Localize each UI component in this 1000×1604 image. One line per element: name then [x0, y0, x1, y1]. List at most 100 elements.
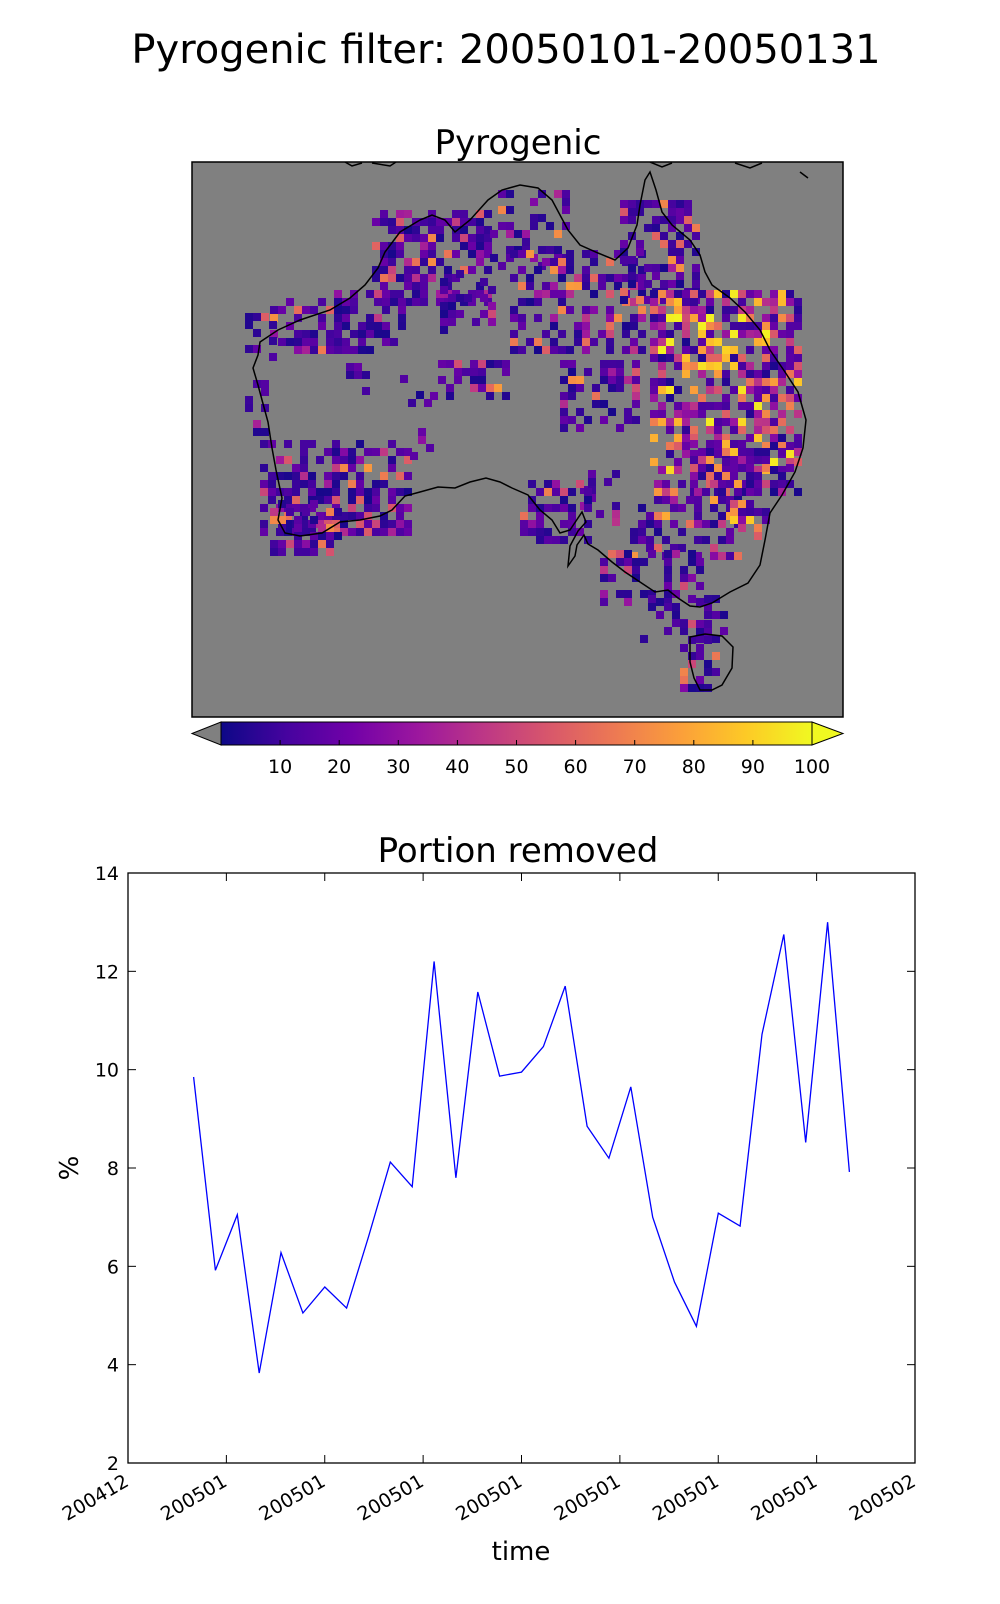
pyrogenic-cell — [348, 480, 356, 488]
pyrogenic-cell — [340, 448, 348, 456]
pyrogenic-cell — [332, 448, 340, 456]
pyrogenic-cell — [318, 314, 326, 322]
pyrogenic-cell — [318, 298, 326, 306]
pyrogenic-cell — [576, 528, 584, 536]
pyrogenic-cell — [398, 314, 406, 322]
pyrogenic-cell — [552, 536, 560, 544]
pyrogenic-cell — [632, 566, 640, 574]
pyrogenic-cell — [404, 520, 412, 528]
pyrogenic-cell — [746, 290, 754, 298]
pyrogenic-cell — [714, 322, 722, 330]
pyrogenic-cell — [269, 337, 277, 345]
pyrogenic-cell — [646, 512, 654, 520]
pyrogenic-cell — [562, 198, 570, 206]
pyrogenic-cell — [334, 314, 342, 322]
pyrogenic-cell — [690, 480, 698, 488]
pyrogenic-cell — [714, 386, 722, 394]
pyrogenic-cell — [684, 224, 692, 232]
pyrogenic-cell — [664, 590, 672, 598]
pyrogenic-cell — [706, 314, 714, 322]
pyrogenic-cell — [690, 464, 698, 472]
pyrogenic-cell — [332, 496, 340, 504]
pyrogenic-cell — [412, 282, 420, 290]
pyrogenic-cell — [746, 464, 754, 472]
pyrogenic-cell — [396, 210, 404, 218]
pyrogenic-cell — [568, 376, 576, 384]
pyrogenic-cell — [480, 310, 488, 318]
pyrogenic-cell — [554, 230, 562, 238]
pyrogenic-cell — [746, 448, 754, 456]
pyrogenic-cell — [620, 288, 628, 296]
pyrogenic-cell — [696, 582, 704, 590]
pyrogenic-cell — [770, 306, 778, 314]
pyrogenic-cell — [396, 226, 404, 234]
pyrogenic-cell — [754, 386, 762, 394]
pyrogenic-cell — [762, 354, 770, 362]
pyrogenic-cell — [324, 472, 332, 480]
pyrogenic-cell — [616, 368, 624, 376]
pyrogenic-cell — [342, 298, 350, 306]
pyrogenic-cell — [412, 266, 420, 274]
pyrogenic-cell — [600, 558, 608, 566]
pyrogenic-cell — [638, 536, 646, 544]
pyrogenic-cell — [674, 466, 682, 474]
pyrogenic-cell — [762, 378, 770, 386]
pyrogenic-cell — [502, 368, 510, 376]
pyrogenic-cell — [690, 472, 698, 480]
pyrogenic-cell — [484, 210, 492, 218]
pyrogenic-cell — [658, 378, 666, 386]
pyrogenic-cell — [638, 346, 646, 354]
pyrogenic-cell — [356, 520, 364, 528]
pyrogenic-cell — [448, 310, 456, 318]
pyrogenic-cell — [270, 330, 278, 338]
pyrogenic-cell — [534, 298, 542, 306]
pyrogenic-cell — [446, 384, 454, 392]
pyrogenic-cell — [656, 598, 664, 606]
pyrogenic-cell — [404, 488, 412, 496]
pyrogenic-cell — [738, 524, 746, 532]
pyrogenic-cell — [568, 528, 576, 536]
pyrogenic-cell — [718, 496, 726, 504]
pyrogenic-cell — [754, 378, 762, 386]
pyrogenic-cell — [350, 298, 358, 306]
pyrogenic-cell — [606, 306, 614, 314]
pyrogenic-cell — [622, 322, 630, 330]
x-tick-label: 200501 — [649, 1470, 723, 1525]
pyrogenic-cell — [526, 282, 534, 290]
pyrogenic-cell — [388, 488, 396, 496]
pyrogenic-cell — [666, 338, 674, 346]
pyrogenic-cell — [308, 480, 316, 488]
pyrogenic-cell — [714, 402, 722, 410]
pyrogenic-cell — [704, 595, 712, 603]
pyrogenic-cell — [538, 214, 546, 222]
pyrogenic-cell — [388, 290, 396, 298]
pyrogenic-cell — [730, 306, 738, 314]
pyrogenic-cell — [358, 322, 366, 330]
pyrogenic-cell — [770, 458, 778, 466]
pyrogenic-cell — [778, 488, 786, 496]
pyrogenic-cell — [460, 226, 468, 234]
pyrogenic-cell — [778, 290, 786, 298]
pyrogenic-cell — [294, 516, 302, 524]
pyrogenic-cell — [484, 242, 492, 250]
pyrogenic-cell — [612, 470, 620, 478]
pyrogenic-cell — [436, 234, 444, 242]
pyrogenic-cell — [374, 330, 382, 338]
pyrogenic-cell — [706, 464, 714, 472]
pyrogenic-cell — [690, 298, 698, 306]
pyrogenic-cell — [706, 354, 714, 362]
pyrogenic-cell — [380, 480, 388, 488]
pyrogenic-cell — [754, 290, 762, 298]
pyrogenic-cell — [253, 345, 261, 353]
pyrogenic-cell — [478, 360, 486, 368]
pyrogenic-cell — [616, 384, 624, 392]
pyrogenic-cell — [396, 274, 404, 282]
pyrogenic-cell — [546, 222, 554, 230]
pyrogenic-cell — [666, 378, 674, 386]
pyrogenic-cell — [374, 322, 382, 330]
pyrogenic-cell — [722, 314, 730, 322]
pyrogenic-cell — [666, 330, 674, 338]
pyrogenic-cell — [538, 246, 546, 254]
colorbar-over-extension — [811, 721, 845, 746]
pyrogenic-cell — [566, 258, 574, 266]
